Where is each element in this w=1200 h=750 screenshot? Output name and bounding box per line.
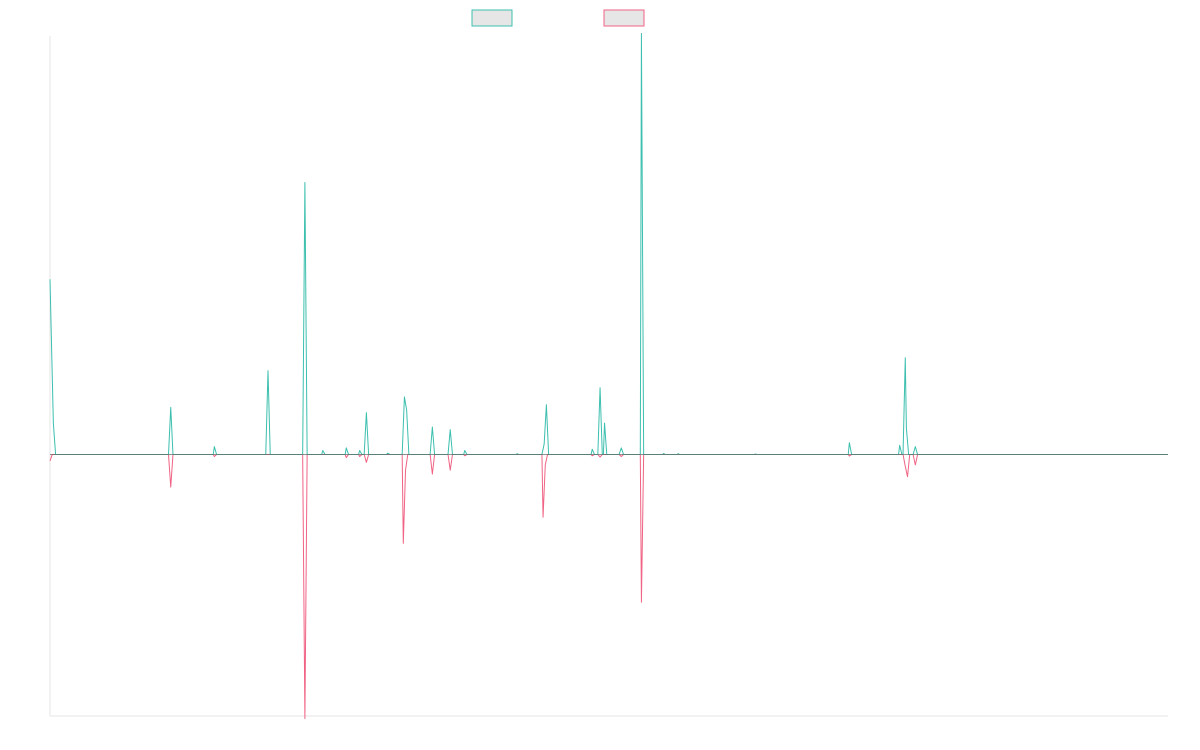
series-layer <box>49 32 1168 720</box>
series-line-up <box>49 32 1168 455</box>
axes <box>49 36 1168 717</box>
legend-swatch-down[interactable] <box>603 9 645 27</box>
series-line-down <box>49 453 1168 720</box>
legend-swatch-up[interactable] <box>471 9 513 27</box>
legend <box>471 9 645 27</box>
